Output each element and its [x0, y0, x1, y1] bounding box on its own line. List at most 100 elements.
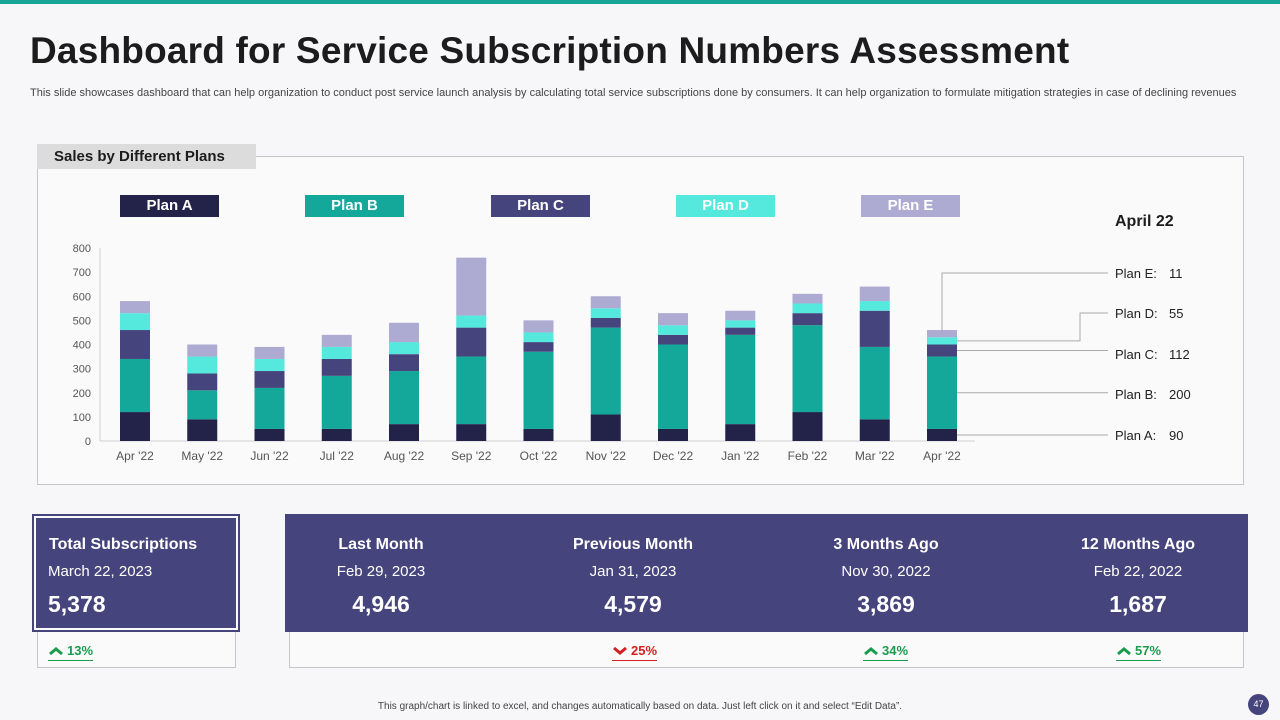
side-label-plan-c: Plan C: [1115, 347, 1158, 362]
side-value-plan-d: 55 [1169, 306, 1184, 321]
y-tick-label: 0 [85, 436, 91, 448]
bar-plan-a-0 [120, 412, 150, 441]
twelve-months-change: 57% [1116, 643, 1162, 661]
x-tick-label: Mar '22 [855, 449, 895, 463]
bar-plan-a-6 [523, 428, 554, 441]
bar-plan-a-5 [456, 424, 487, 441]
bar-plan-d-10 [792, 303, 823, 314]
bar-plan-e-10 [792, 293, 823, 304]
bar-plan-c-3 [321, 358, 352, 376]
arrow-up-icon [49, 646, 63, 655]
three-months-change: 34% [863, 643, 909, 661]
bar-plan-c-1 [187, 373, 218, 391]
y-tick-label: 800 [73, 243, 91, 255]
arrow-down-icon [613, 646, 627, 655]
bar-plan-b-12 [927, 356, 957, 429]
legend-plan-c[interactable]: Plan C [491, 195, 590, 217]
bar-plan-c-4 [389, 354, 419, 372]
bar-plan-d-8 [658, 325, 688, 335]
x-tick-label: Jun '22 [250, 449, 289, 463]
previous-month-change-text: 25% [631, 643, 658, 658]
x-tick-label: Oct '22 [520, 449, 558, 463]
y-tick-label: 500 [73, 315, 91, 327]
legend-plan-a[interactable]: Plan A [120, 195, 219, 217]
y-tick-label: 400 [73, 340, 91, 352]
last-month-value: 4,946 [352, 591, 410, 617]
three-months-change-text: 34% [882, 643, 909, 658]
bar-plan-b-3 [321, 375, 352, 429]
bar-plan-e-6 [523, 320, 554, 333]
side-value-plan-c: 112 [1169, 347, 1190, 362]
legend-plan-e[interactable]: Plan E [861, 195, 960, 217]
bar-plan-a-2 [254, 428, 285, 441]
side-value-plan-a: 90 [1169, 428, 1184, 443]
legend-plan-b[interactable]: Plan B [305, 195, 404, 217]
bar-plan-b-0 [120, 358, 150, 413]
bar-plan-c-10 [792, 313, 823, 326]
side-label-plan-b: Plan B: [1115, 387, 1157, 402]
bar-plan-e-2 [254, 346, 285, 359]
total-kpi-change: 13% [48, 643, 94, 661]
callout-line-plan-e [941, 272, 1108, 334]
x-tick-label: Jan '22 [721, 449, 760, 463]
bar-plan-d-4 [389, 342, 419, 355]
bar-plan-b-2 [254, 387, 285, 429]
three-months-label: 3 Months Ago [833, 536, 939, 553]
side-value-plan-b: 200 [1169, 387, 1191, 402]
x-tick-label: Nov '22 [586, 449, 627, 463]
bar-plan-d-9 [725, 320, 756, 328]
y-tick-label: 700 [73, 267, 91, 279]
previous-month-value: 4,579 [604, 591, 662, 617]
bar-plan-a-11 [859, 419, 890, 441]
bar-plan-b-9 [725, 334, 756, 425]
bar-plan-e-9 [725, 310, 756, 321]
total-kpi-value: 5,378 [48, 591, 106, 617]
bar-plan-d-1 [187, 356, 218, 374]
bar-plan-d-0 [120, 313, 150, 331]
bar-plan-b-7 [590, 327, 621, 415]
bar-plan-e-0 [120, 301, 150, 314]
chart-panel [37, 156, 1244, 485]
bar-plan-a-4 [389, 424, 419, 441]
x-tick-label: Feb '22 [788, 449, 828, 463]
bar-plan-e-3 [321, 334, 352, 347]
bar-plan-b-1 [187, 390, 218, 420]
twelve-months-date: Feb 22, 2022 [1093, 563, 1183, 580]
chart-tab-label: Sales by Different Plans [37, 144, 256, 169]
bar-plan-d-3 [321, 346, 352, 359]
bar-plan-d-11 [859, 301, 890, 311]
twelve-months-value: 1,687 [1109, 591, 1167, 617]
bar-plan-c-11 [859, 310, 890, 347]
bar-plan-d-7 [590, 308, 621, 318]
y-tick-label: 600 [73, 291, 91, 303]
last-month-date: Feb 29, 2023 [336, 563, 426, 580]
bar-plan-c-2 [254, 371, 285, 388]
bar-plan-c-8 [658, 334, 688, 345]
x-tick-label: Aug '22 [384, 449, 425, 463]
bar-plan-d-12 [927, 337, 957, 345]
bar-plan-a-1 [187, 419, 218, 441]
y-tick-label: 300 [73, 364, 91, 376]
twelve-months-change-text: 57% [1135, 643, 1162, 658]
total-kpi-date: March 22, 2023 [48, 563, 153, 580]
legend-plan-d[interactable]: Plan D [676, 195, 775, 217]
side-label-plan-e: Plan E: [1115, 266, 1157, 281]
bar-plan-d-5 [456, 315, 487, 328]
twelve-months-label: 12 Months Ago [1080, 536, 1196, 553]
x-tick-label: Jul '22 [320, 449, 355, 463]
side-label-plan-d: Plan D: [1115, 306, 1158, 321]
callout-line-plan-d [957, 312, 1108, 342]
bar-plan-e-7 [590, 296, 621, 309]
side-label-plan-a: Plan A: [1115, 428, 1157, 443]
x-tick-label: May '22 [181, 449, 223, 463]
bar-plan-b-8 [658, 344, 688, 429]
previous-month-label: Previous Month [572, 536, 694, 553]
arrow-up-icon [1117, 646, 1131, 655]
bar-plan-d-6 [523, 332, 554, 343]
bar-plan-b-6 [523, 351, 554, 429]
bar-plan-e-4 [389, 322, 419, 343]
bar-plan-a-8 [658, 428, 688, 441]
x-tick-label: Sep '22 [451, 449, 492, 463]
y-tick-label: 200 [73, 388, 91, 400]
